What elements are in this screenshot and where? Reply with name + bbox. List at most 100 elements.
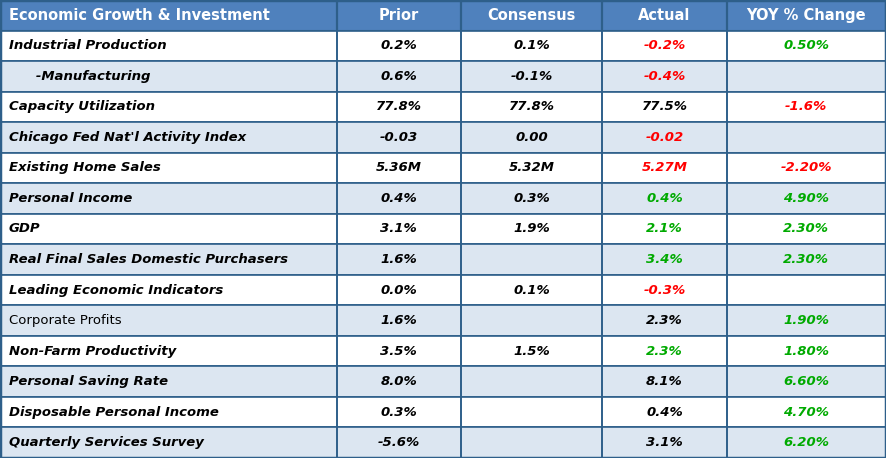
Text: 0.6%: 0.6% — [380, 70, 417, 83]
Text: -0.1%: -0.1% — [510, 70, 553, 83]
Text: 5.27M: 5.27M — [641, 161, 688, 174]
Bar — [0, 366, 337, 397]
Bar — [602, 366, 727, 397]
Bar — [727, 397, 886, 427]
Bar — [602, 122, 727, 153]
Text: 8.1%: 8.1% — [646, 375, 683, 388]
Bar — [602, 92, 727, 122]
FancyBboxPatch shape — [0, 427, 886, 458]
Text: -0.03: -0.03 — [379, 131, 418, 144]
Bar — [0, 275, 337, 305]
Bar — [461, 183, 602, 214]
Bar — [461, 61, 602, 92]
Text: 77.8%: 77.8% — [376, 100, 422, 114]
Text: -0.2%: -0.2% — [643, 39, 686, 52]
Bar — [337, 366, 461, 397]
Bar — [461, 0, 602, 31]
Bar — [602, 397, 727, 427]
Text: 2.3%: 2.3% — [646, 314, 683, 327]
FancyBboxPatch shape — [0, 153, 886, 183]
Text: 0.3%: 0.3% — [513, 192, 550, 205]
Text: 1.5%: 1.5% — [513, 344, 550, 358]
Text: 77.8%: 77.8% — [509, 100, 555, 114]
Bar — [727, 244, 886, 275]
Text: -0.02: -0.02 — [645, 131, 684, 144]
Bar — [602, 183, 727, 214]
FancyBboxPatch shape — [0, 0, 886, 31]
Bar — [337, 336, 461, 366]
Bar — [337, 244, 461, 275]
FancyBboxPatch shape — [0, 214, 886, 244]
Text: YOY % Change: YOY % Change — [746, 8, 867, 23]
Bar — [727, 0, 886, 31]
Text: 3.5%: 3.5% — [380, 344, 417, 358]
Bar — [0, 31, 337, 61]
Bar — [602, 153, 727, 183]
Bar — [461, 153, 602, 183]
Text: 6.60%: 6.60% — [783, 375, 829, 388]
Bar — [0, 427, 337, 458]
Text: 2.1%: 2.1% — [646, 223, 683, 235]
Bar — [337, 214, 461, 244]
Text: 6.20%: 6.20% — [783, 436, 829, 449]
Bar — [602, 0, 727, 31]
Text: 2.3%: 2.3% — [646, 344, 683, 358]
Bar — [0, 92, 337, 122]
Text: 2.30%: 2.30% — [783, 253, 829, 266]
Text: 0.4%: 0.4% — [646, 192, 683, 205]
Bar — [602, 61, 727, 92]
Text: 0.50%: 0.50% — [783, 39, 829, 52]
Bar — [461, 275, 602, 305]
Text: -2.20%: -2.20% — [781, 161, 832, 174]
FancyBboxPatch shape — [0, 31, 886, 61]
Bar — [727, 153, 886, 183]
Bar — [0, 214, 337, 244]
Text: 1.9%: 1.9% — [513, 223, 550, 235]
Bar — [0, 153, 337, 183]
FancyBboxPatch shape — [0, 275, 886, 305]
Bar — [337, 31, 461, 61]
Text: Quarterly Services Survey: Quarterly Services Survey — [9, 436, 204, 449]
Bar — [0, 397, 337, 427]
Bar — [461, 336, 602, 366]
Text: Capacity Utilization: Capacity Utilization — [9, 100, 155, 114]
Bar — [602, 427, 727, 458]
FancyBboxPatch shape — [0, 336, 886, 366]
Bar — [461, 366, 602, 397]
Text: Existing Home Sales: Existing Home Sales — [9, 161, 160, 174]
Bar — [727, 31, 886, 61]
Text: Non-Farm Productivity: Non-Farm Productivity — [9, 344, 176, 358]
Bar — [337, 0, 461, 31]
Bar — [727, 183, 886, 214]
Bar — [0, 0, 337, 31]
Text: Industrial Production: Industrial Production — [9, 39, 167, 52]
Bar — [337, 305, 461, 336]
Text: 0.0%: 0.0% — [380, 284, 417, 297]
Text: 0.00: 0.00 — [516, 131, 548, 144]
FancyBboxPatch shape — [0, 244, 886, 275]
FancyBboxPatch shape — [0, 92, 886, 122]
Bar — [461, 397, 602, 427]
Text: -1.6%: -1.6% — [785, 100, 828, 114]
Text: Prior: Prior — [378, 8, 419, 23]
Text: 8.0%: 8.0% — [380, 375, 417, 388]
Text: GDP: GDP — [9, 223, 41, 235]
Text: Actual: Actual — [638, 8, 691, 23]
Bar — [602, 305, 727, 336]
Text: Personal Income: Personal Income — [9, 192, 132, 205]
Text: -0.3%: -0.3% — [643, 284, 686, 297]
Bar — [461, 92, 602, 122]
Text: 0.1%: 0.1% — [513, 284, 550, 297]
FancyBboxPatch shape — [0, 366, 886, 397]
FancyBboxPatch shape — [0, 397, 886, 427]
Bar — [0, 122, 337, 153]
Bar — [337, 275, 461, 305]
Text: 1.90%: 1.90% — [783, 314, 829, 327]
Bar — [461, 427, 602, 458]
Text: -5.6%: -5.6% — [377, 436, 420, 449]
Text: 3.4%: 3.4% — [646, 253, 683, 266]
Text: 1.6%: 1.6% — [380, 314, 417, 327]
Bar — [602, 336, 727, 366]
FancyBboxPatch shape — [0, 183, 886, 214]
Bar — [727, 275, 886, 305]
